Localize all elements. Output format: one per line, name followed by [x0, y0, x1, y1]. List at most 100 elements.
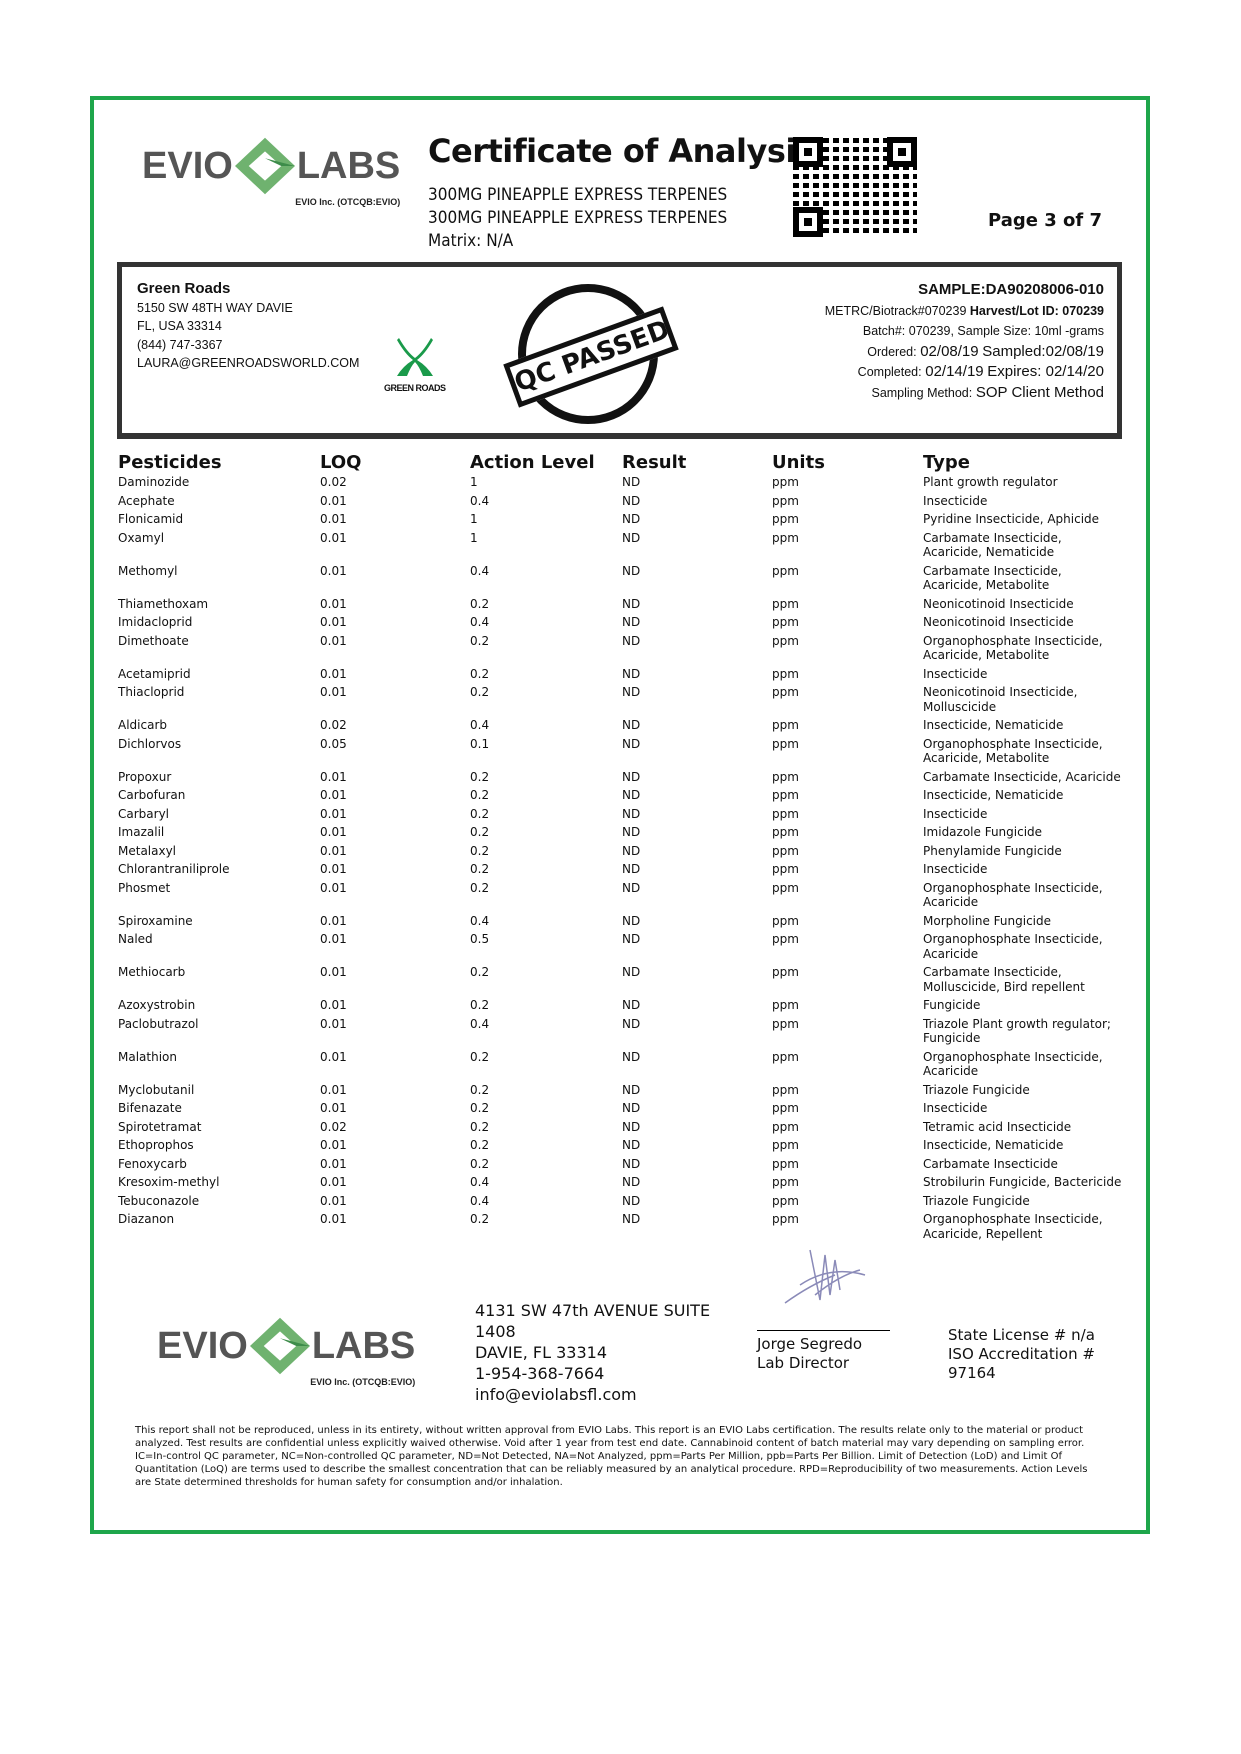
loq: 0.01 [320, 530, 347, 545]
lab-email[interactable]: info@eviolabsfl.com [475, 1385, 637, 1404]
col-header: Result [622, 452, 687, 473]
result: ND [622, 1101, 641, 1115]
table-row: Dichlorvos 0.05 0.1 ND ppm Organophosphate In… [118, 737, 1123, 770]
pesticide-name: Thiacloprid [118, 685, 185, 699]
ordered-date: 02/08/19 [920, 342, 979, 360]
action-level: 1 [470, 512, 478, 526]
green-roads-text: GREEN ROADS [384, 383, 446, 393]
table-row: Propoxur 0.01 0.2 ND ppm Carbamate Insecticid… [118, 770, 1123, 789]
type: Insecticide [923, 862, 988, 876]
type: Insecticide [923, 806, 988, 821]
pesticide-name: Spirotetramat [118, 1119, 202, 1134]
loq: 0.01 [320, 666, 347, 681]
table-row: Fenoxycarb 0.01 0.2 ND ppm Carbamate Insectic… [118, 1157, 1123, 1176]
units: ppm [772, 1138, 799, 1152]
loq: 0.01 [320, 633, 347, 648]
iso-number: 97164 [948, 1364, 996, 1382]
table-row: Thiamethoxam 0.01 0.2 ND ppm Neonicotinoid In… [118, 597, 1123, 616]
product-info: 300MG PINEAPPLE EXPRESS TERPENES 300MG P… [428, 184, 727, 253]
loq: 0.01 [320, 769, 347, 784]
pesticide-name: Kresoxim-methyl [118, 1175, 220, 1189]
result: ND [622, 1049, 641, 1064]
disclaimer: This report shall not be reproduced, unl… [135, 1425, 1088, 1488]
type: Neonicotinoid Insecticide, Molluscicide [923, 685, 1078, 714]
sampled-date: Sampled:02/08/19 [982, 342, 1104, 360]
col-header: Action Level [470, 452, 595, 473]
loq: 0.01 [320, 615, 347, 629]
pesticide-name: Propoxur [118, 769, 172, 784]
action-level: 0.4 [470, 718, 490, 732]
action-level: 0.4 [470, 1193, 490, 1208]
table-row: Bifenazate 0.01 0.2 ND ppm Insecticide [118, 1101, 1123, 1120]
units: ppm [772, 913, 799, 928]
pesticides-table: Pesticides LOQ Action Level Result Units… [118, 452, 1123, 1245]
result: ND [622, 913, 641, 928]
signer-title: Lab Director [757, 1354, 850, 1372]
col-header: Pesticides [118, 452, 222, 473]
loq: 0.01 [320, 685, 347, 699]
action-level: 0.2 [470, 998, 490, 1012]
client-name: Green Roads [137, 280, 231, 297]
lab-phone: 1-954-368-7664 [475, 1364, 605, 1383]
green-roads-mark-icon [396, 338, 433, 376]
loq: 0.01 [320, 913, 347, 928]
loq: 0.02 [320, 718, 347, 732]
type: Morpholine Fungicide [923, 913, 1052, 928]
result: ND [622, 736, 641, 751]
sample-details: SAMPLE:DA90208006-010 METRC/Biotrack#070… [825, 280, 1104, 403]
green-roads-logo: GREEN ROADS [384, 336, 446, 393]
expires-date: Expires: 02/14/20 [987, 363, 1104, 380]
units: ppm [772, 825, 799, 839]
units: ppm [772, 563, 799, 578]
action-level: 0.2 [470, 788, 490, 802]
result: ND [622, 512, 641, 526]
table-header: Pesticides LOQ Action Level Result Units… [118, 452, 1123, 475]
units: ppm [772, 932, 799, 946]
type: Insecticide, Nematicide [923, 1138, 1064, 1152]
evio-labs-footer-logo: EVIO LABS EVIO Inc. (OTCQB:EVIO) [157, 1316, 415, 1388]
type: Insecticide [923, 666, 988, 681]
action-level: 1 [470, 475, 478, 489]
action-level: 0.4 [470, 913, 490, 928]
logo-sub: EVIO Inc. (OTCQB:EVIO) [310, 1377, 416, 1387]
action-level: 0.2 [470, 843, 490, 858]
pesticide-name: Dichlorvos [118, 736, 182, 751]
table-row: Azoxystrobin 0.01 0.2 ND ppm Fungicide [118, 998, 1123, 1017]
table-row: Ethoprophos 0.01 0.2 ND ppm Insecticide, Nema… [118, 1138, 1123, 1157]
result: ND [622, 1016, 641, 1031]
page-border [90, 96, 1150, 1534]
type: Organophosphate Insecticide, Acaricide [923, 1049, 1103, 1079]
loq: 0.01 [320, 880, 347, 895]
units: ppm [772, 1212, 799, 1226]
loq: 0.01 [320, 1138, 347, 1152]
pesticide-name: Daminozide [118, 475, 190, 489]
col-header: Units [772, 452, 825, 473]
loq: 0.05 [320, 736, 347, 751]
type: Insecticide, Nematicide [923, 788, 1064, 802]
result: ND [622, 788, 641, 802]
method-label: Sampling Method: [871, 385, 973, 400]
table-row: Methiocarb 0.01 0.2 ND ppm Carbamate Insectic… [118, 965, 1123, 998]
action-level: 0.2 [470, 862, 490, 876]
loq: 0.01 [320, 998, 347, 1012]
units: ppm [772, 1193, 799, 1208]
pesticide-name: Oxamyl [118, 530, 165, 545]
pesticide-name: Flonicamid [118, 512, 184, 526]
result: ND [622, 718, 641, 732]
units: ppm [772, 1082, 799, 1097]
table-row: Malathion 0.01 0.2 ND ppm Organophosphate Ins… [118, 1050, 1123, 1083]
units: ppm [772, 806, 799, 821]
completed-date: 02/14/19 [925, 363, 984, 380]
units: ppm [772, 718, 799, 732]
col-header: LOQ [320, 452, 362, 473]
result: ND [622, 825, 641, 839]
units: ppm [772, 596, 799, 611]
pesticide-name: Malathion [118, 1049, 177, 1064]
type: Tetramic acid Insecticide [923, 1119, 1072, 1134]
type: Plant growth regulator [923, 475, 1058, 489]
loq: 0.01 [320, 965, 347, 979]
result: ND [622, 998, 641, 1012]
table-row: Spiroxamine 0.01 0.4 ND ppm Morpholine Fungic… [118, 914, 1123, 933]
units: ppm [772, 1101, 799, 1115]
table-row: Dimethoate 0.01 0.2 ND ppm Organophosphate In… [118, 634, 1123, 667]
